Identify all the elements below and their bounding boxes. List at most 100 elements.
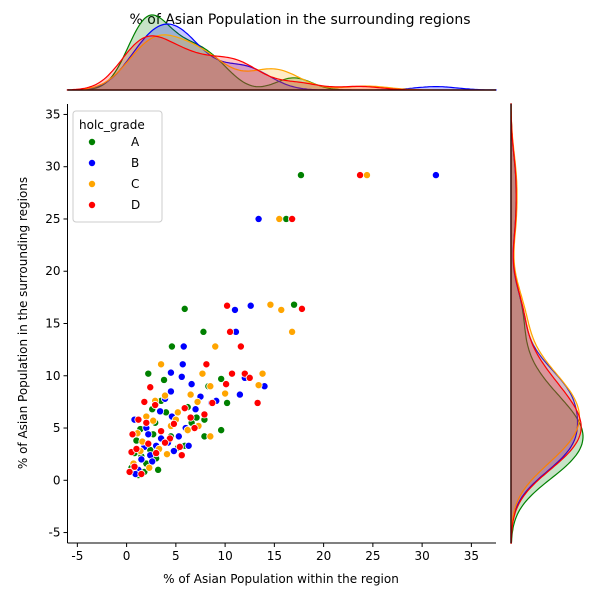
right-kde-C	[510, 103, 581, 544]
scatter-point-C	[206, 382, 215, 391]
scatter-point-D	[226, 327, 235, 336]
scatter-point-B	[187, 380, 196, 389]
scatter-point-B	[177, 372, 186, 381]
scatter-point-C	[221, 389, 230, 398]
scatter-point-C	[277, 305, 286, 314]
scatter-point-B	[178, 360, 187, 369]
y-tick-label: 5	[53, 421, 61, 435]
scatter-point-A	[167, 342, 176, 351]
scatter-point-D	[202, 360, 211, 369]
right-kde-curves	[510, 103, 584, 544]
legend-label-D: D	[131, 198, 140, 212]
right-kde-D	[510, 103, 582, 544]
scatter-point-B	[166, 387, 175, 396]
legend-title: holc_grade	[79, 118, 145, 132]
legend-marker-C	[88, 179, 97, 188]
scatter-point-C	[193, 397, 202, 406]
x-axis-label: % of Asian Population within the region	[163, 572, 399, 586]
legend-frame	[72, 110, 163, 223]
scatter-point-A	[180, 304, 189, 313]
scatter-point-B	[156, 407, 165, 416]
scatter-point-C	[288, 327, 297, 336]
legend-label-C: C	[131, 177, 139, 191]
x-axis-ticks: -5 0 5 10 15 20 25 30 35	[71, 543, 479, 563]
scatter-point-D	[128, 430, 137, 439]
scatter-point-D	[175, 442, 184, 451]
scatter-point-A	[154, 465, 163, 474]
y-tick-label: 15	[45, 317, 60, 331]
scatter-point-A	[144, 369, 153, 378]
scatter-point-A	[296, 171, 305, 180]
scatter-point-A	[217, 374, 226, 383]
scatter-point-C	[211, 342, 220, 351]
x-tick-label: 5	[172, 549, 180, 563]
scatter-point-A	[290, 300, 299, 309]
scatter-point-C	[258, 369, 267, 378]
scatter-point-B	[179, 342, 188, 351]
scatter-point-D	[177, 451, 186, 460]
scatter-point-B	[246, 301, 255, 310]
scatter-point-C	[362, 171, 371, 180]
x-tick-label: 20	[316, 549, 331, 563]
x-tick-label: 30	[414, 549, 429, 563]
scatter-point-D	[200, 410, 209, 419]
scatter-point-D	[186, 413, 195, 422]
scatter-point-C	[254, 381, 263, 390]
scatter-point-C	[183, 426, 192, 435]
top-kde-curves	[66, 14, 497, 91]
scatter-point-D	[222, 380, 231, 389]
scatter-point-D	[228, 369, 237, 378]
scatter-point-A	[223, 398, 232, 407]
y-tick-label: 30	[45, 160, 60, 174]
figure-title: % of Asian Population in the surrounding…	[130, 12, 471, 28]
scatter-point-D	[146, 383, 155, 392]
y-tick-label: -5	[49, 526, 61, 540]
scatter-point-C	[198, 369, 207, 378]
scatter-point-C	[145, 463, 154, 472]
x-tick-label: 0	[123, 549, 131, 563]
scatter-point-D	[134, 415, 143, 424]
scatter-point-B	[431, 171, 440, 180]
main-scatter-plot: -5 0 5 10 15 20 25 30 35 -5 0 5 10 15 20 25 30 35 % of A…	[16, 104, 496, 586]
scatter-point-D	[140, 397, 149, 406]
scatter-point-B	[230, 305, 239, 314]
scatter-point-B	[169, 447, 178, 456]
scatter-point-B	[174, 432, 183, 441]
scatter-point-B	[166, 368, 175, 377]
scatter-point-D	[137, 470, 146, 479]
scatter-point-D	[180, 404, 189, 413]
x-tick-label: -5	[71, 549, 83, 563]
scatter-point-B	[184, 441, 193, 450]
x-tick-label: 15	[267, 549, 282, 563]
scatter-point-D	[130, 462, 139, 471]
scatter-point-D	[245, 373, 254, 382]
scatter-point-B	[235, 390, 244, 399]
scatter-point-A	[217, 426, 226, 435]
scatter-point-D	[288, 214, 297, 223]
scatter-point-A	[160, 375, 169, 384]
scatter-point-D	[161, 438, 170, 447]
legend-label-A: A	[131, 135, 140, 149]
scatter-point-B	[137, 455, 146, 464]
scatter-point-D	[152, 449, 161, 458]
scatter-point-C	[149, 416, 158, 425]
scatter-point-D	[151, 401, 160, 410]
y-tick-label: 25	[45, 212, 60, 226]
y-tick-label: 0	[53, 473, 61, 487]
scatter-point-C	[266, 300, 275, 309]
scatter-point-C	[206, 432, 215, 441]
scatter-point-C	[157, 360, 166, 369]
scatter-point-D	[223, 301, 232, 310]
top-kde-B	[66, 23, 497, 91]
y-tick-label: 10	[45, 369, 60, 383]
x-tick-label: 35	[464, 549, 479, 563]
scatter-point-D	[132, 444, 141, 453]
scatter-point-D	[356, 171, 365, 180]
legend-marker-A	[88, 137, 97, 146]
scatter-point-C	[275, 214, 284, 223]
legend-marker-D	[88, 200, 97, 209]
scatter-points	[125, 171, 440, 480]
